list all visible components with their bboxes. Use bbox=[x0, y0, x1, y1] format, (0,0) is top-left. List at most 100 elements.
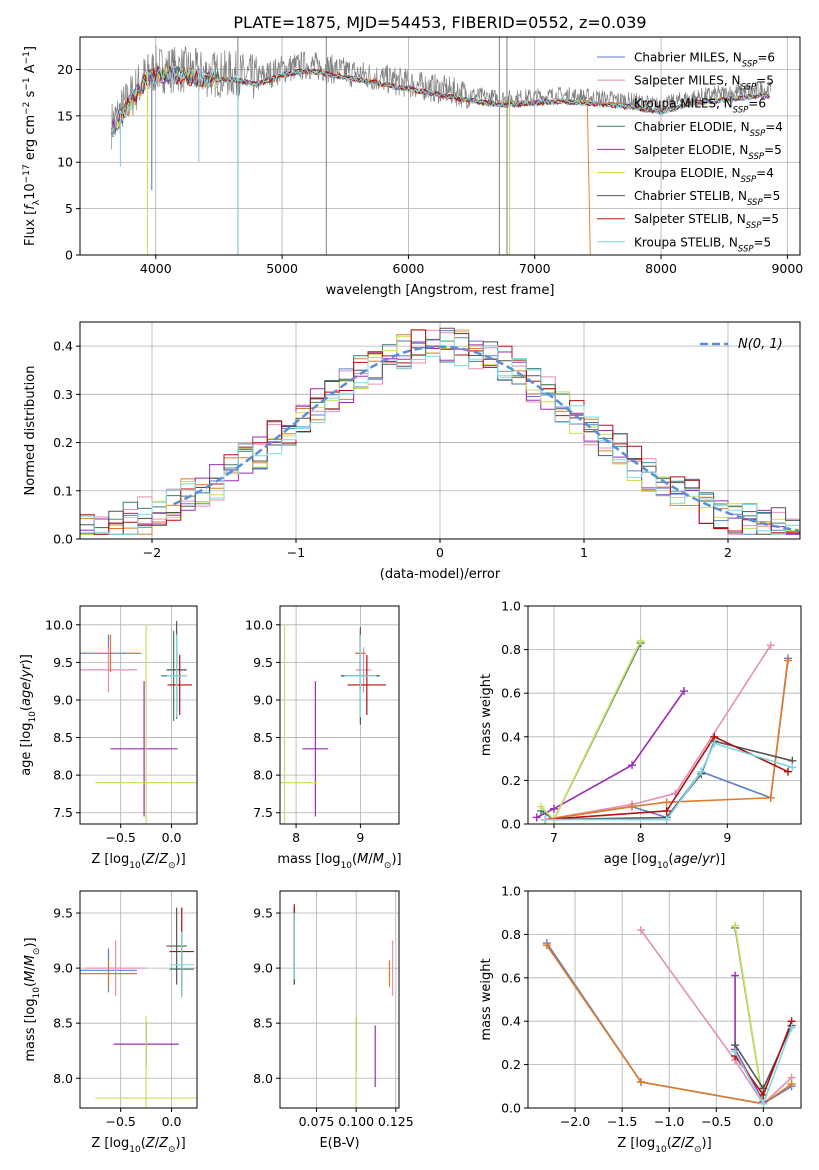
legend-entry: Salpeter ELODIE, NSSP=5 bbox=[634, 143, 782, 162]
x-axis-label: Z [log10(Z/Z⊙)] bbox=[617, 1136, 711, 1155]
tick-label-y: 8.5 bbox=[53, 1016, 73, 1031]
tick-label-y: 0.0 bbox=[501, 817, 521, 832]
grid-age-vs-Z bbox=[80, 606, 197, 824]
weight-line bbox=[546, 944, 793, 1105]
weight-marker bbox=[542, 941, 551, 950]
weight-marker bbox=[662, 798, 671, 807]
grid-age-vs-mass bbox=[280, 606, 399, 824]
legend-entry: Chabrier ELODIE, NSSP=4 bbox=[634, 120, 783, 139]
tick-label-y: 9.5 bbox=[253, 906, 273, 921]
plot-area-mass-vs-Z bbox=[80, 907, 197, 1108]
tick-label-x: 5000 bbox=[266, 261, 298, 276]
tick-label-y: 5 bbox=[65, 201, 73, 216]
tick-label-y: 10.0 bbox=[45, 617, 73, 632]
tick-label-x: −0.5 bbox=[106, 1114, 136, 1129]
tick-label-y: 0.8 bbox=[501, 927, 521, 942]
tick-label-y: 7.5 bbox=[53, 805, 73, 820]
plot-area-mass-vs-EBV bbox=[293, 904, 394, 1108]
x-axis-label: wavelength [Angstrom, rest frame] bbox=[326, 283, 555, 298]
tick-label-x: 4000 bbox=[140, 261, 172, 276]
tick-label-y: 20 bbox=[57, 62, 73, 77]
plot-area-weight-vs-age bbox=[532, 636, 797, 824]
tick-label-y: 10.0 bbox=[245, 617, 273, 632]
weight-marker bbox=[628, 761, 636, 770]
tick-label-y: 10 bbox=[57, 155, 73, 170]
weight-marker bbox=[710, 739, 719, 748]
tick-label-y: 15 bbox=[57, 108, 73, 123]
y-axis-label: age [log10(age/yr)] bbox=[19, 654, 38, 776]
tick-label-y: 9.5 bbox=[53, 906, 73, 921]
tick-label-y: 0.1 bbox=[53, 483, 73, 498]
tick-label-y: 0.2 bbox=[501, 1057, 521, 1072]
axes-frame bbox=[79, 890, 198, 1109]
x-axis-label: E(B-V) bbox=[319, 1136, 359, 1151]
tick-label-x: 9 bbox=[723, 830, 731, 845]
legend-entry: Kroupa STELIB, NSSP=5 bbox=[634, 235, 771, 254]
weight-marker bbox=[697, 767, 706, 776]
plot-area-weight-vs-Z bbox=[542, 921, 796, 1108]
weight-marker bbox=[759, 1099, 768, 1108]
tick-label-y: 9.5 bbox=[53, 655, 73, 670]
tick-label-x: 6000 bbox=[393, 261, 425, 276]
weight-line bbox=[536, 690, 685, 819]
tick-label-y: 8.5 bbox=[53, 730, 73, 745]
grid-mass-vs-EBV bbox=[280, 891, 399, 1108]
weight-marker bbox=[731, 971, 740, 980]
x-axis-label: Z [log10(Z/Z⊙)] bbox=[91, 1136, 185, 1155]
tick-label-x: 0.075 bbox=[299, 1114, 335, 1129]
weight-marker bbox=[766, 641, 775, 650]
tick-label-y: 0.2 bbox=[53, 435, 73, 450]
tick-label-x: 2 bbox=[724, 545, 732, 560]
panel-age-vs-mass: 8 9 7.5 8.0 8.5 9.0 9.5 10.0 mass [log10(M/M⊙)] bbox=[245, 605, 402, 871]
residual-histogram bbox=[80, 327, 800, 535]
weight-line bbox=[540, 640, 642, 821]
tick-label-y: 0.6 bbox=[501, 970, 521, 985]
weight-marker bbox=[636, 926, 645, 935]
weight-marker bbox=[731, 1047, 740, 1056]
tick-label-y: 8.0 bbox=[253, 1071, 273, 1086]
weight-line bbox=[734, 925, 765, 1104]
tick-label-y: 1.0 bbox=[501, 884, 521, 899]
tick-label-x: 9000 bbox=[771, 261, 803, 276]
tick-label-x: 8 bbox=[637, 830, 645, 845]
tick-label-y: 9.5 bbox=[253, 655, 273, 670]
tick-label-x: 0.100 bbox=[338, 1114, 374, 1129]
panel-weight-vs-Z: −2.0 −1.5 −1.0 −0.5 0.0 0.0 0.2 0.4 0.6 0.8 1.0 Z [… bbox=[479, 884, 802, 1155]
tick-label-y: 0 bbox=[65, 248, 73, 263]
axes-frame bbox=[527, 605, 802, 825]
tick-label-x: 9 bbox=[356, 830, 364, 845]
panel-spectrum: 4000 5000 6000 7000 8000 9000 0 5 10 15 20 waveleng… bbox=[22, 36, 803, 298]
weight-marker bbox=[784, 656, 792, 665]
panel-mass-vs-EBV: 0.075 0.100 0.125 8.0 8.5 9.0 9.5 E(B-V) bbox=[253, 890, 414, 1151]
tick-label-y: 0.0 bbox=[53, 532, 73, 547]
plot-area-spectrum bbox=[111, 37, 772, 255]
weight-line bbox=[640, 929, 793, 1105]
tick-label-x: 8000 bbox=[645, 261, 677, 276]
tick-label-x: −2.0 bbox=[560, 1114, 590, 1129]
tick-label-y: 0.3 bbox=[53, 387, 73, 402]
weight-line bbox=[545, 644, 772, 821]
tick-label-y: 9.0 bbox=[53, 692, 73, 707]
weight-marker bbox=[788, 763, 797, 772]
legend-entry: Kroupa MILES, NSSP=6 bbox=[634, 97, 766, 116]
grid-mass-vs-Z bbox=[80, 891, 197, 1108]
tick-label-y: 9.0 bbox=[253, 961, 273, 976]
panel-age-vs-Z: −0.5 0.0 7.5 8.0 8.5 9.0 9.5 10.0 Z [log10(Z/Z⊙)… bbox=[19, 605, 198, 871]
weight-marker bbox=[662, 806, 671, 815]
tick-label-y: 0.4 bbox=[501, 729, 521, 744]
tick-label-x: −1.0 bbox=[654, 1114, 684, 1129]
axes-frame bbox=[279, 890, 400, 1109]
legend-entry: Chabrier STELIB, NSSP=5 bbox=[634, 189, 780, 208]
tick-label-y: 8.0 bbox=[253, 768, 273, 783]
tick-label-x: 0.0 bbox=[162, 1114, 182, 1129]
weight-marker bbox=[628, 802, 636, 811]
tick-label-y: 9.0 bbox=[253, 692, 273, 707]
weight-marker bbox=[541, 815, 550, 824]
tick-label-x: −0.5 bbox=[701, 1114, 731, 1129]
x-axis-label: age [log10(age/yr)] bbox=[604, 852, 726, 871]
model-spectrum bbox=[111, 65, 770, 137]
weight-marker bbox=[537, 802, 545, 811]
plot-area-residuals bbox=[80, 327, 800, 535]
tick-label-x: 7 bbox=[550, 830, 558, 845]
